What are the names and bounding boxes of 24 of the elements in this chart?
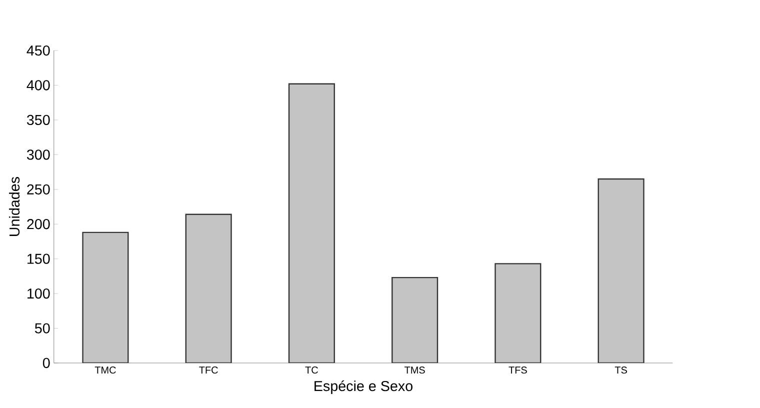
- x-tick-label: TMS: [404, 366, 425, 374]
- x-axis-title: Espécie e Sexo: [314, 380, 412, 394]
- x-tick-label: TS: [614, 366, 627, 374]
- y-tick-label: 50: [34, 323, 50, 334]
- y-tick-label: 200: [27, 218, 50, 230]
- bar: [288, 83, 335, 363]
- x-tick-label: TFC: [199, 366, 218, 374]
- x-tick-label: TC: [305, 366, 318, 374]
- y-tick-label: 350: [26, 114, 50, 125]
- bar: [598, 178, 644, 363]
- y-tick-label: 250: [27, 184, 50, 194]
- y-axis-title: Unidades: [9, 176, 20, 236]
- y-tick-label: 400: [26, 80, 50, 90]
- bar: [185, 214, 232, 363]
- x-tick-label: TMC: [94, 366, 116, 374]
- y-tick-label: 300: [26, 149, 50, 160]
- y-tick-label: 0: [42, 358, 50, 368]
- x-tick-label: TFS: [508, 366, 527, 374]
- y-tick-label: 150: [28, 254, 50, 264]
- bar: [392, 276, 438, 363]
- y-tick-label: 100: [28, 288, 50, 298]
- bar: [494, 262, 542, 363]
- bar: [82, 232, 129, 363]
- y-tick-label: 450: [26, 45, 50, 56]
